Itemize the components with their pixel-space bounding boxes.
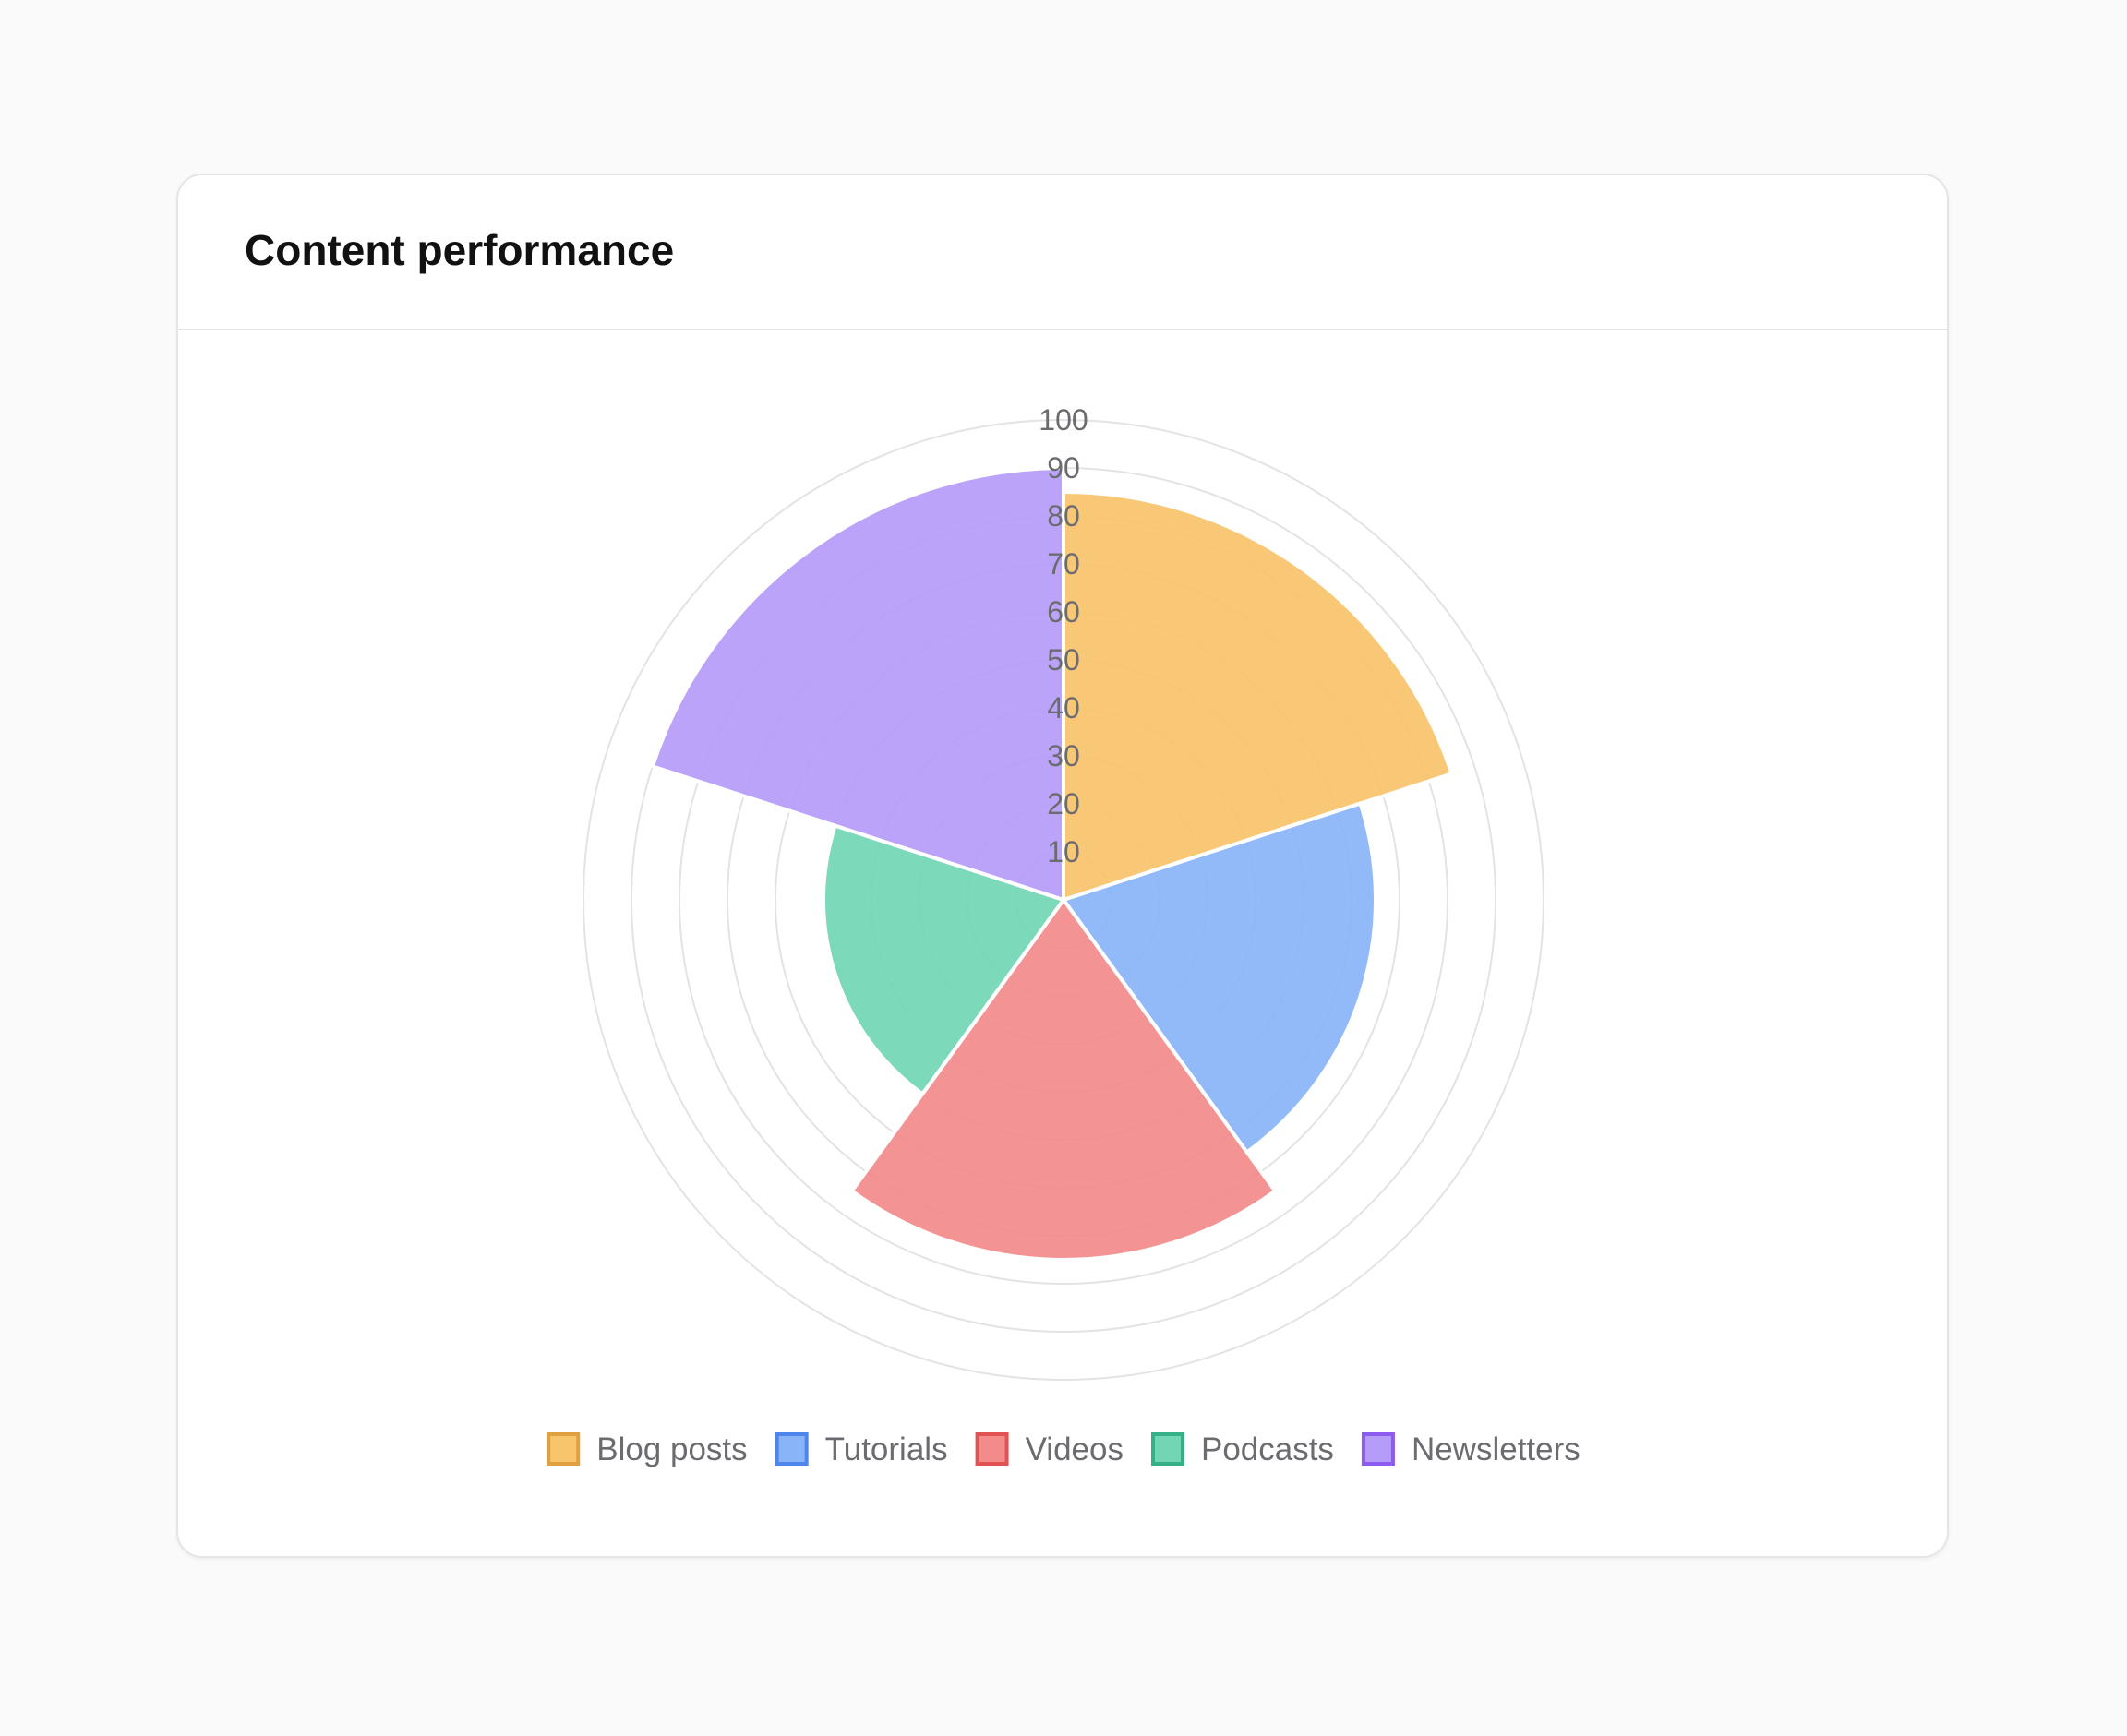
legend-swatch <box>975 1432 1009 1466</box>
legend-item-podcasts[interactable]: Podcasts <box>1150 1431 1334 1467</box>
tick-label-100: 100 <box>1039 403 1088 437</box>
legend-swatch <box>775 1432 809 1466</box>
tick-label-40: 40 <box>1047 691 1080 724</box>
tick-label-30: 30 <box>1047 739 1080 772</box>
tick-label-20: 20 <box>1047 787 1080 820</box>
legend-item-newsletters[interactable]: Newsletters <box>1361 1431 1580 1467</box>
legend-label: Podcasts <box>1201 1431 1334 1467</box>
tick-label-50: 50 <box>1047 643 1080 676</box>
legend-item-tutorials[interactable]: Tutorials <box>775 1431 948 1467</box>
card-title: Content performance <box>245 226 675 274</box>
radial-ticks: 10 20 30 40 50 60 70 80 90 100 <box>1039 403 1088 868</box>
legend-label: Tutorials <box>825 1431 948 1467</box>
slice-podcasts[interactable] <box>822 823 1065 1096</box>
slice-tutorials[interactable] <box>1062 801 1378 1155</box>
legend: Blog posts Tutorials Videos Podcasts Newslet… <box>547 1431 1580 1467</box>
tick-label-80: 80 <box>1047 499 1080 533</box>
legend-label: Newsletters <box>1412 1431 1580 1467</box>
slice-videos[interactable] <box>849 898 1278 1263</box>
tick-label-90: 90 <box>1047 451 1080 485</box>
slice-newsletters[interactable] <box>650 466 1065 902</box>
tick-label-70: 70 <box>1047 547 1080 581</box>
legend-swatch <box>1361 1432 1395 1466</box>
legend-swatch <box>1150 1432 1184 1466</box>
tick-label-60: 60 <box>1047 595 1080 629</box>
legend-swatch <box>547 1432 581 1466</box>
card-header: Content performance <box>178 175 1947 330</box>
legend-item-videos[interactable]: Videos <box>975 1431 1124 1467</box>
slice-blog-posts[interactable] <box>1062 490 1454 902</box>
tick-label-10: 10 <box>1047 835 1080 868</box>
legend-item-blog-posts[interactable]: Blog posts <box>547 1431 748 1467</box>
grid-ring-100 <box>583 419 1544 1381</box>
slices <box>650 466 1454 1263</box>
legend-label: Blog posts <box>596 1431 747 1467</box>
legend-label: Videos <box>1026 1431 1124 1467</box>
